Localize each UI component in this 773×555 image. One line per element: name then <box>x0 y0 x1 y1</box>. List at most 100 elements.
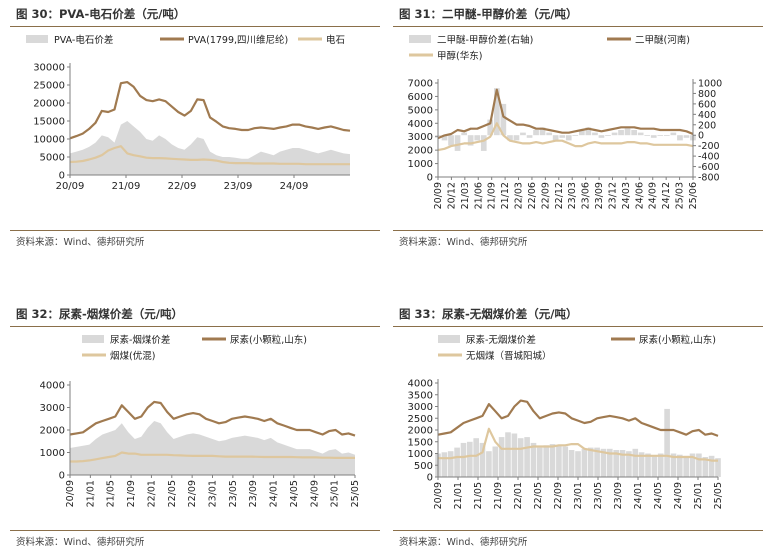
y-tick-label: 4000 <box>408 379 433 390</box>
x-tick-label: 20/09 <box>56 181 85 192</box>
chart-panel-pva: 图 30：PVA-电石价差（元/吨） PVA-电石价差 PVA(1799,四川维尼… <box>10 0 380 255</box>
spread-bar <box>619 450 626 477</box>
legend-label: 电石 <box>326 34 345 46</box>
legend-label: PVA(1799,四川维尼纶) <box>188 34 288 46</box>
spread-bar <box>611 132 618 136</box>
legend-swatch-spread <box>82 335 104 343</box>
spread-bar <box>657 453 664 477</box>
spread-bar <box>447 451 454 477</box>
divider <box>10 530 380 531</box>
x-tick-label: 22/06 <box>527 182 538 209</box>
divider <box>393 26 763 27</box>
legend-label: 尿素-烟煤价差 <box>110 334 170 346</box>
legend-item: 尿素-无烟煤价差 <box>438 334 536 346</box>
spread-bar <box>511 433 518 477</box>
series-line-main <box>69 80 351 140</box>
spread-bar <box>552 135 559 141</box>
chart-title: 图 31：二甲醚-甲醇价差（元/吨） <box>399 7 578 21</box>
spread-bar <box>520 132 526 136</box>
x-tick-label: 22/01 <box>146 480 157 507</box>
spread-bar <box>613 450 619 477</box>
y-tick-label: 10000 <box>33 135 65 146</box>
spread-area <box>70 421 355 475</box>
spread-bar <box>631 130 637 136</box>
spread-bar <box>650 135 657 138</box>
y-tick-label-right: -400 <box>698 152 720 163</box>
y-tick-label: 25000 <box>33 81 65 92</box>
x-tick-label: 23/09 <box>248 480 259 507</box>
legend-label: 无烟煤（晋城阳城） <box>466 350 552 362</box>
x-tick-label: 21/12 <box>500 182 511 209</box>
spread-bar <box>626 451 632 477</box>
x-tick-label: 25/06 <box>688 182 699 209</box>
y-tick-label: 0 <box>427 473 433 484</box>
x-tick-label: 24/01 <box>633 482 644 509</box>
x-tick-label: 23/05 <box>593 482 604 509</box>
spread-bar <box>500 103 507 136</box>
spread-bar <box>677 135 683 141</box>
y-tick-label: 2000 <box>408 426 433 437</box>
spread-bar <box>657 135 664 136</box>
spread-bar <box>708 455 715 477</box>
spread-bar <box>715 458 721 477</box>
x-tick-label: 22/05 <box>167 480 178 507</box>
spread-bar <box>651 455 658 477</box>
x-tick-label: 22/12 <box>554 182 565 209</box>
legend-item: PVA-电石价差 <box>26 34 113 46</box>
chart-panel-urea-coal: 图 32：尿素-烟煤价差（元/吨） 尿素-烟煤价差 尿素(小颗粒,山东) 烟煤(优混… <box>10 300 380 555</box>
y-tick-label: 0 <box>59 471 65 482</box>
chart-dme-methanol-spread: 二甲醚-甲醇价差(右轴) 二甲醚(河南)甲醇(华东)010002000300040… <box>408 34 723 209</box>
spread-bar <box>689 453 696 477</box>
spread-bar <box>539 127 546 136</box>
spread-bar <box>664 135 670 136</box>
spread-bar <box>441 452 448 477</box>
divider <box>393 326 763 327</box>
y-tick-label: 3500 <box>408 390 433 401</box>
spread-bar <box>568 450 575 477</box>
x-tick-label: 23/09 <box>224 181 253 192</box>
chart-pva-carbide-spread: PVA-电石价差 PVA(1799,四川维尼纶) 电石 0 5000 10000 15000… <box>26 34 351 192</box>
legend-label: 二甲醚(河南) <box>635 34 690 46</box>
legend-item: 电石 <box>298 34 345 46</box>
x-tick-label: 23/09 <box>613 482 624 509</box>
spread-bar <box>587 447 594 477</box>
y-tick-label: 1000 <box>40 448 65 459</box>
spread-bar <box>524 437 530 477</box>
y-tick-label: 3000 <box>40 403 65 414</box>
y-tick-label-right: 1000 <box>698 79 722 90</box>
x-tick-label: 24/05 <box>653 482 664 509</box>
y-tick-label: 7000 <box>408 79 433 90</box>
legend-label: PVA-电石价差 <box>54 34 113 46</box>
spread-bar <box>513 135 520 141</box>
spread-bar <box>644 135 651 136</box>
x-tick-label: 21/05 <box>473 482 484 509</box>
legend-item: 烟煤(优混) <box>82 350 155 362</box>
spread-bar <box>638 452 645 477</box>
legend-label: 烟煤(优混) <box>110 350 155 362</box>
x-tick-label: 24/01 <box>269 480 280 507</box>
series-line-base <box>70 451 355 463</box>
spread-bar <box>556 445 562 477</box>
y-tick-label: 3000 <box>408 402 433 413</box>
spread-bar <box>473 438 479 477</box>
spread-bar <box>454 447 460 477</box>
y-tick-label: 2000 <box>408 146 433 157</box>
x-tick-label: 23/03 <box>567 182 578 209</box>
series-line-base <box>438 427 718 462</box>
x-tick-label: 23/09 <box>594 182 605 209</box>
spread-area <box>70 121 350 175</box>
spread-bar <box>645 453 651 477</box>
source-note: 资料来源：Wind、德邦研究所 <box>399 237 528 248</box>
x-tick-label: 22/09 <box>187 480 198 507</box>
spread-bar <box>592 132 598 136</box>
x-tick-label: 22/03 <box>514 182 525 209</box>
x-tick-label: 21/05 <box>106 480 117 507</box>
x-tick-label: 24/06 <box>634 182 645 209</box>
spread-bar <box>526 135 533 138</box>
divider <box>393 230 763 231</box>
spread-bar <box>479 442 486 477</box>
y-tick-label: 1000 <box>408 159 433 170</box>
spread-bar <box>480 135 487 151</box>
x-tick-label: 22/09 <box>540 182 551 209</box>
x-tick-label: 20/09 <box>433 182 444 209</box>
